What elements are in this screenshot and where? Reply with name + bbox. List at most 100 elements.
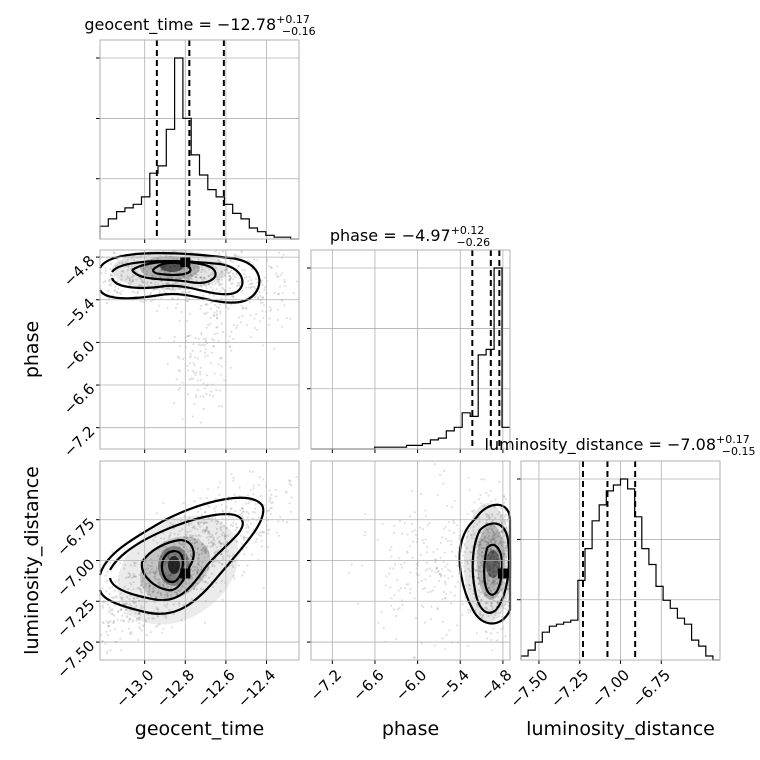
scatter-point (444, 565, 447, 568)
scatter-point (154, 586, 157, 589)
scatter-point (495, 561, 498, 564)
scatter-point (475, 523, 479, 526)
scatter-point (487, 588, 490, 591)
scatter-point (189, 539, 192, 542)
scatter-point (200, 543, 204, 546)
scatter-point (165, 561, 168, 564)
scatter-point (208, 530, 211, 533)
scatter-point (274, 488, 277, 491)
scatter-point (486, 553, 489, 557)
scatter-point (148, 584, 151, 588)
scatter-point (242, 538, 246, 541)
scatter-point (130, 576, 133, 580)
scatter-point (204, 303, 207, 306)
scatter-point (112, 597, 115, 600)
scatter-point (494, 540, 497, 543)
scatter-point (487, 565, 490, 568)
scatter-point (204, 545, 207, 548)
scatter-point (193, 273, 196, 276)
scatter-point (140, 583, 143, 586)
scatter-point (197, 258, 200, 261)
scatter-point (182, 267, 186, 270)
scatter-point (495, 577, 498, 580)
scatter-point (158, 573, 161, 576)
scatter-point (506, 608, 509, 612)
scatter-point (190, 522, 193, 525)
scatter-point (206, 582, 209, 585)
scatter-point (486, 568, 489, 571)
scatter-point (277, 534, 280, 537)
scatter-point (110, 274, 113, 277)
scatter-point (228, 335, 231, 338)
scatter-point (232, 479, 235, 482)
scatter-point (192, 268, 196, 271)
scatter-point (198, 577, 201, 580)
scatter-point (200, 552, 203, 556)
scatter-point (203, 283, 206, 286)
scatter-point (493, 534, 496, 537)
scatter-point (197, 553, 201, 556)
scatter-point (400, 532, 404, 535)
scatter-point (178, 357, 181, 360)
scatter-point (277, 293, 280, 296)
scatter-point (215, 581, 218, 585)
scatter-point (185, 296, 189, 299)
scatter-point (181, 290, 184, 294)
panel-title: luminosity_distance = −7.08+0.17 −0.15 (485, 433, 756, 458)
scatter-point (187, 393, 190, 396)
scatter-point (487, 542, 490, 545)
scatter-point (466, 512, 469, 515)
scatter-point (220, 552, 223, 556)
scatter-point (144, 571, 148, 574)
scatter-point (478, 579, 481, 582)
scatter-point (394, 563, 397, 566)
scatter-point (497, 566, 500, 570)
scatter-point (133, 575, 136, 578)
histogram-phase (311, 267, 510, 450)
scatter-point (180, 270, 183, 273)
scatter-point (480, 616, 483, 619)
contour-line (131, 260, 217, 284)
scatter-point (163, 597, 166, 600)
scatter-point (155, 566, 158, 570)
scatter-point (179, 589, 182, 592)
scatter-point (397, 589, 400, 592)
title-main: geocent_time = −12.78 (84, 15, 276, 35)
scatter-point (160, 594, 163, 597)
histogram-geocent_time (99, 57, 299, 240)
scatter-point (200, 549, 203, 552)
scatter-point (165, 574, 168, 578)
x-axis-label: geocent_time (135, 718, 264, 740)
scatter-point (161, 631, 164, 634)
scatter-point (119, 293, 123, 296)
scatter-point (149, 631, 152, 634)
scatter-point (420, 604, 423, 607)
scatter-point (469, 609, 472, 612)
density-blob (486, 550, 500, 578)
scatter-point (193, 526, 196, 529)
scatter-point (492, 532, 495, 535)
scatter-point (267, 532, 270, 535)
scatter-point (198, 564, 201, 567)
scatter-point (189, 558, 192, 561)
scatter-point (169, 531, 172, 534)
scatter-point (247, 525, 250, 528)
scatter-point (233, 493, 236, 496)
scatter-point (209, 535, 212, 538)
scatter-point (111, 586, 114, 589)
scatter-point (244, 297, 248, 300)
scatter-point (166, 561, 169, 564)
scatter-point (447, 521, 450, 524)
scatter-point (387, 572, 391, 575)
scatter-point (479, 540, 482, 544)
scatter-point (209, 545, 212, 548)
scatter-point (489, 556, 492, 559)
scatter-point (263, 531, 266, 534)
scatter-point (260, 281, 263, 284)
scatter-point (486, 579, 490, 582)
scatter-point (104, 272, 107, 275)
scatter-point (444, 592, 448, 595)
scatter-point (230, 282, 233, 285)
scatter-point (157, 610, 160, 614)
scatter-point (201, 268, 204, 272)
